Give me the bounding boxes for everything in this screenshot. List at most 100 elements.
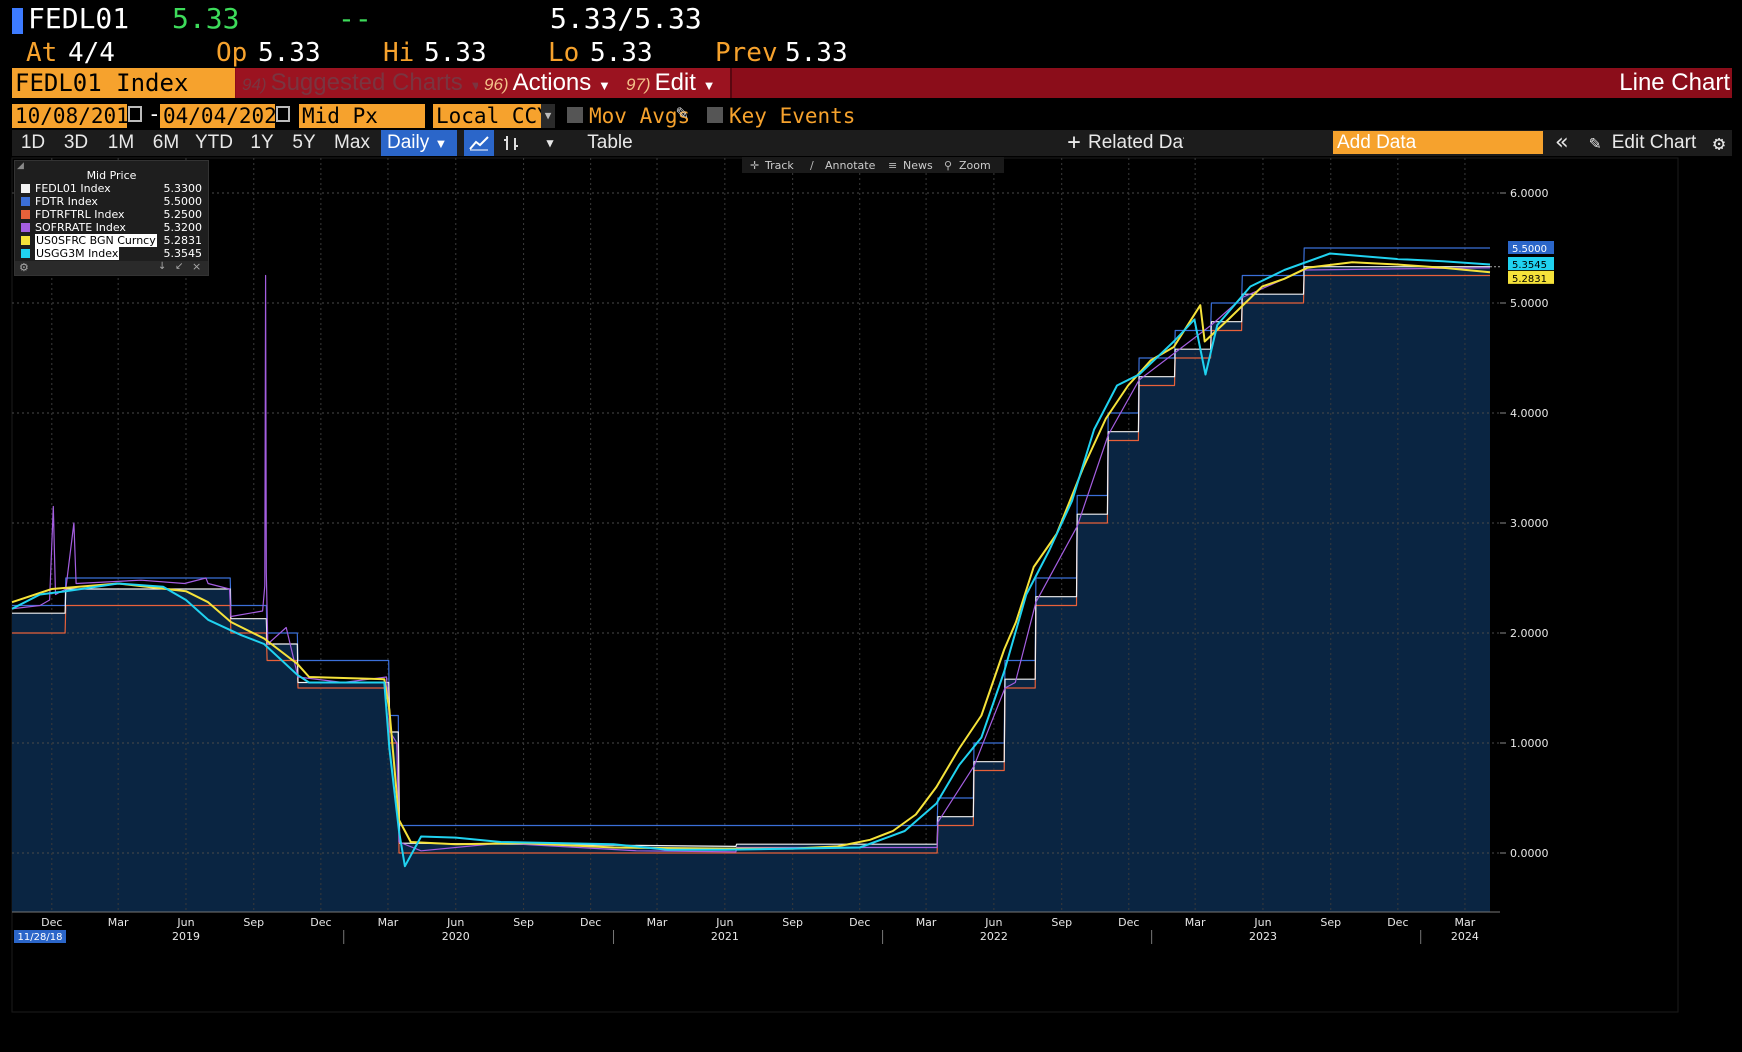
x-year-label: 2021 bbox=[711, 930, 739, 943]
legend-item[interactable]: FEDL01 Index 5.3300 bbox=[21, 182, 204, 195]
legend-item[interactable]: FDTRFTRL Index 5.2500 bbox=[21, 208, 204, 221]
period-selector[interactable]: Daily ▼ bbox=[381, 130, 457, 156]
range-5y-button[interactable]: 5Y bbox=[292, 132, 316, 153]
suggested-charts-menu[interactable]: 94) Suggested Charts ▼ bbox=[236, 68, 484, 98]
range-3d-button[interactable]: 3D bbox=[63, 132, 89, 153]
x-tick-label: Sep bbox=[782, 916, 803, 929]
range-max-button[interactable]: Max bbox=[334, 132, 370, 153]
y-tick-label: 4.0000 bbox=[1510, 407, 1549, 420]
legend-swatch bbox=[21, 236, 30, 245]
legend-series-name: FDTR Index bbox=[35, 195, 98, 208]
pin-icon[interactable]: ↓ bbox=[158, 261, 167, 272]
chevron-down-icon[interactable]: ▼ bbox=[546, 136, 554, 150]
legend-series-value: 5.2500 bbox=[163, 208, 203, 221]
y-tick-label: 2.0000 bbox=[1510, 627, 1549, 640]
ticker: FEDL01 bbox=[28, 2, 130, 35]
x-year-label: 2024 bbox=[1451, 930, 1479, 943]
news-tool[interactable]: News bbox=[903, 159, 933, 172]
legend-swatch bbox=[21, 249, 30, 258]
chevron-down-icon: ▼ bbox=[702, 78, 716, 93]
chevron-down-icon: ▼ bbox=[597, 78, 611, 93]
legend-series-value: 5.5000 bbox=[163, 195, 203, 208]
pencil-icon[interactable]: ✎ bbox=[676, 100, 689, 124]
chevron-down-icon[interactable]: ▼ bbox=[541, 104, 555, 128]
legend-item[interactable]: US0SFRC BGN Curncy 5.2831 bbox=[21, 234, 204, 247]
mov-avgs-label[interactable]: Mov Avgs bbox=[589, 104, 691, 128]
plus-icon[interactable]: + bbox=[1067, 130, 1081, 155]
x-tick-label: Mar bbox=[108, 916, 129, 929]
range-1y-button[interactable]: 1Y bbox=[250, 132, 274, 153]
legend-series-value: 5.3545 bbox=[163, 247, 203, 260]
period-label: Daily bbox=[387, 132, 430, 153]
range-6m-button[interactable]: 6M bbox=[152, 132, 180, 153]
start-date-label: 11/28/18 bbox=[18, 932, 63, 943]
track-tool[interactable]: Track bbox=[764, 159, 794, 172]
value-tag bbox=[1508, 257, 1554, 271]
legend-series-value: 5.3200 bbox=[163, 221, 203, 234]
x-tick-label: Jun bbox=[715, 916, 733, 929]
series-layer bbox=[11, 247, 1491, 868]
x-tick-label: Dec bbox=[1387, 916, 1408, 929]
high-label: Hi bbox=[383, 38, 415, 68]
date-separator: - bbox=[148, 102, 161, 126]
zoom-icon: ⚲ bbox=[944, 159, 952, 172]
value-tag-label: 5.5000 bbox=[1512, 244, 1547, 255]
legend-series-name: FEDL01 Index bbox=[35, 182, 111, 195]
x-tick-label: Sep bbox=[1320, 916, 1341, 929]
currency-selector[interactable]: Local CCY bbox=[433, 104, 541, 128]
collapse-icon[interactable]: « bbox=[1555, 130, 1569, 155]
x-tick-label: Dec bbox=[1118, 916, 1139, 929]
legend-swatch bbox=[21, 184, 30, 193]
edit-menu[interactable]: 97) Edit ▼ bbox=[620, 68, 732, 98]
table-button[interactable]: Table bbox=[587, 132, 633, 153]
bar-chart-icon[interactable] bbox=[498, 130, 524, 156]
calendar-icon[interactable] bbox=[276, 106, 290, 122]
start-date-field[interactable]: 10/08/2018 bbox=[12, 104, 127, 128]
mov-avgs-checkbox[interactable] bbox=[567, 107, 583, 123]
zoom-tool[interactable]: Zoom bbox=[959, 159, 991, 172]
legend-item[interactable]: USGG3M Index 5.3545 bbox=[21, 247, 204, 260]
range-1m-button[interactable]: 1M bbox=[107, 132, 135, 153]
range-1d-button[interactable]: 1D bbox=[20, 132, 46, 153]
pencil-icon[interactable]: ✎ bbox=[1589, 132, 1601, 154]
open-value: 5.33 bbox=[258, 38, 321, 68]
resize-icon[interactable]: ↙ bbox=[175, 261, 184, 272]
range-ytd-button[interactable]: YTD bbox=[195, 132, 233, 153]
low-label: Lo bbox=[548, 38, 580, 68]
legend-series-value: 5.3300 bbox=[163, 182, 203, 195]
key-events-checkbox[interactable] bbox=[707, 107, 723, 123]
actions-menu[interactable]: 96) Actions ▼ bbox=[478, 68, 626, 98]
line-chart-icon[interactable] bbox=[464, 130, 494, 156]
settings-gear-icon[interactable]: ⚙ bbox=[19, 261, 29, 274]
actions-label: Actions bbox=[512, 69, 592, 96]
legend-series-value: 5.2831 bbox=[163, 234, 203, 247]
field-selector[interactable]: Mid Px bbox=[299, 104, 425, 128]
calendar-icon[interactable] bbox=[128, 106, 142, 122]
ticker-marker bbox=[12, 8, 23, 34]
quote-header: FEDL01 5.33 -- 5.33/5.33 bbox=[0, 0, 1742, 38]
chart-legend[interactable]: ◢ Mid Price FEDL01 Index 5.3300 FDTR Ind… bbox=[14, 160, 209, 276]
area-fill-layer bbox=[12, 266, 1490, 912]
end-date-field[interactable]: 04/04/2024 bbox=[160, 104, 275, 128]
open-label: Op bbox=[216, 38, 248, 68]
add-data-input[interactable]: Add Data bbox=[1333, 131, 1543, 154]
related-data-button[interactable]: Related Dat bbox=[1088, 132, 1184, 153]
series-line bbox=[11, 261, 1491, 850]
settings-gear-icon[interactable]: ⚙ bbox=[1712, 131, 1726, 155]
x-year-label: 2023 bbox=[1249, 930, 1277, 943]
chart-type-label: Line Chart bbox=[1619, 69, 1730, 96]
annotate-tool[interactable]: Annotate bbox=[825, 159, 876, 172]
value-tag-label: 5.3545 bbox=[1512, 260, 1547, 271]
chart-tools[interactable]: ✛ Track ∕ Annotate ≡ News ⚲ Zoom bbox=[742, 157, 1004, 173]
quote-stats: At 4/4 Op 5.33 Hi 5.33 Lo 5.33 Prev 5.33 bbox=[0, 38, 1742, 68]
x-tick-label: Sep bbox=[1051, 916, 1072, 929]
y-tick-label: 3.0000 bbox=[1510, 517, 1549, 530]
key-events-label[interactable]: Key Events bbox=[729, 104, 856, 128]
legend-item[interactable]: FDTR Index 5.5000 bbox=[21, 195, 204, 208]
close-icon[interactable]: × bbox=[192, 260, 202, 273]
edit-chart-button[interactable]: Edit Chart bbox=[1611, 132, 1697, 153]
security-input[interactable]: FEDL01 Index bbox=[12, 68, 235, 98]
legend-item[interactable]: SOFRRATE Index 5.3200 bbox=[21, 221, 204, 234]
line-chart[interactable]: 0.0000 1.0000 2.0000 3.0000 4.0000 5.0000 6.00… bbox=[0, 156, 1742, 1052]
prev-value: 5.33 bbox=[785, 38, 848, 68]
